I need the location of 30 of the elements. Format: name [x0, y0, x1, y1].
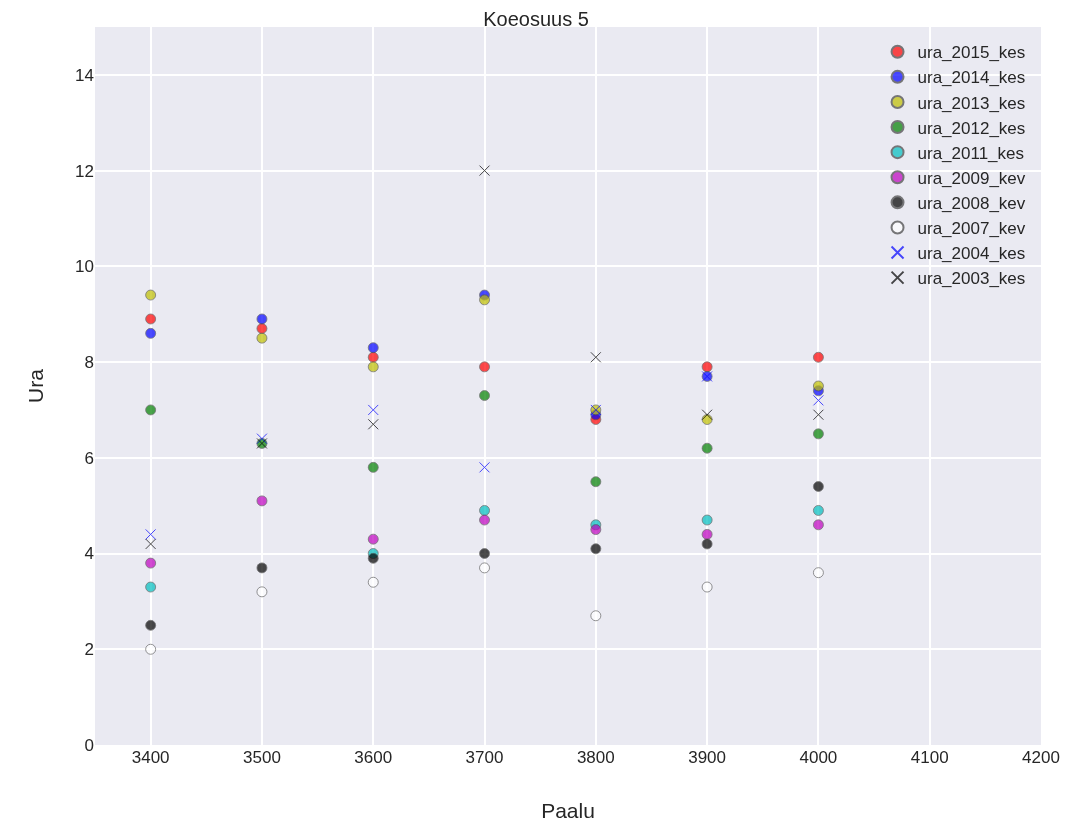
legend-label: ura_2014_kes: [917, 68, 1026, 88]
y-tick-label: 12: [75, 161, 94, 181]
x-tick-label: 4100: [910, 748, 949, 767]
y-tick-label: 2: [84, 640, 94, 660]
y-tick-label: 6: [84, 448, 94, 468]
y-tick-label: 10: [75, 257, 94, 277]
y-axis-title: Ura: [24, 368, 47, 403]
legend-label: ura_2003_kes: [917, 269, 1026, 289]
x-tick-label: 4000: [799, 748, 838, 767]
y-tick-label: 0: [84, 735, 94, 755]
y-tick-label: 14: [75, 65, 94, 85]
x-tick-label: 4200: [1022, 748, 1060, 767]
legend-label: ura_2011_kes: [917, 143, 1025, 163]
legend-label: ura_2015_kes: [917, 43, 1026, 63]
legend-label: ura_2012_kes: [917, 118, 1026, 138]
x-axis-title: Paalu: [541, 799, 595, 822]
x-tick-label: 3900: [688, 748, 727, 767]
legend-label: ura_2013_kes: [917, 93, 1026, 113]
legend-label: ura_2004_kes: [917, 244, 1026, 264]
chart-title: Koeosuus 5: [483, 8, 589, 31]
legend-label: ura_2008_kev: [917, 193, 1026, 213]
y-tick-label: 4: [84, 544, 94, 564]
x-tick-label: 3600: [354, 748, 393, 767]
x-tick-label: 3400: [131, 748, 170, 767]
y-tick-label: 8: [84, 353, 94, 373]
x-tick-label: 3500: [243, 748, 281, 767]
x-tick-label: 3800: [576, 748, 615, 767]
legend-label: ura_2009_kev: [917, 168, 1026, 188]
legend-label: ura_2007_kev: [917, 219, 1026, 239]
x-tick-label: 3700: [465, 748, 504, 767]
